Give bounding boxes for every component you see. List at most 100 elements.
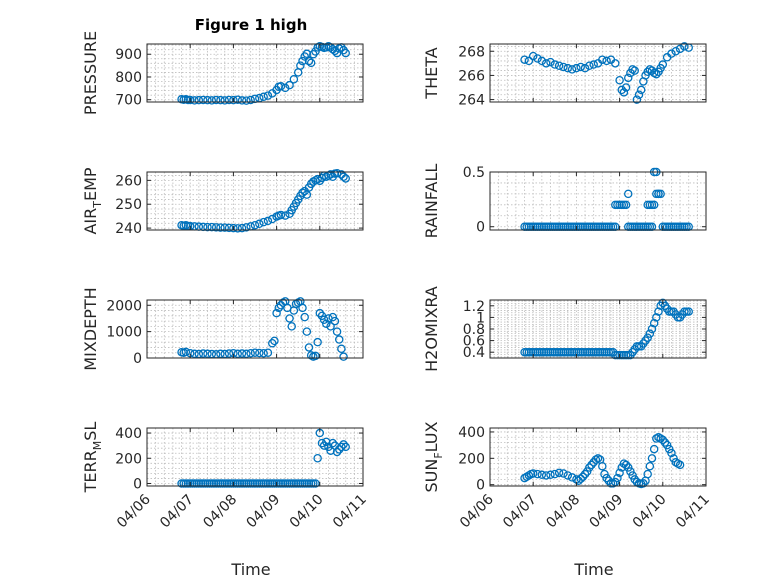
data-point (224, 95, 234, 105)
data-point (652, 69, 661, 79)
data-point (259, 349, 268, 358)
data-point (658, 60, 668, 69)
data-point (572, 63, 581, 73)
subplot-h2omixra: 0.40.60.811.2 H2OMIXRA (422, 286, 707, 372)
y-tick-label: 240 (115, 221, 142, 237)
data-point (190, 349, 199, 359)
data-point (567, 473, 577, 482)
y-tick-label: 0 (133, 476, 142, 492)
y-axis-label: AIRTEMP (81, 167, 104, 234)
data-point (645, 461, 655, 471)
data-point (632, 95, 642, 104)
data-point (259, 92, 268, 102)
subplot-sun-flux: 0 200 400 04/06 04/07 04/08 04/09 04/10 04/11 SUN… (422, 421, 713, 531)
data-point (242, 349, 251, 359)
data-point (280, 211, 290, 220)
data-point (554, 468, 564, 478)
data-point (684, 307, 693, 316)
data-point (220, 223, 230, 232)
data-point (647, 324, 657, 334)
y-tick-label: 2000 (106, 298, 142, 314)
y-tick-label: 0.8 (463, 322, 485, 338)
data-point (567, 65, 577, 74)
subplot-pressure: 700 800 900 PRESSURE (81, 31, 364, 115)
data-point (268, 338, 277, 348)
data-point (246, 95, 255, 105)
data-point (658, 435, 668, 445)
data-point (339, 440, 348, 449)
data-point (675, 460, 685, 470)
data-point (541, 471, 551, 480)
data-point (546, 57, 555, 67)
data-point (272, 308, 281, 318)
data-point (181, 347, 191, 357)
data-point (194, 95, 204, 105)
data-point (328, 438, 338, 448)
data-point (675, 44, 685, 54)
data-point (546, 470, 555, 480)
data-point (233, 349, 242, 359)
data-point (334, 335, 344, 344)
data-point (185, 95, 195, 105)
data-point (580, 469, 590, 479)
x-tick-label: 04/09 (244, 492, 284, 532)
data-point (237, 96, 247, 105)
data-point (341, 174, 350, 183)
data-point (216, 95, 225, 105)
data-point (311, 479, 320, 488)
data-point (190, 96, 199, 105)
data-point (649, 200, 659, 210)
y-tick-label: 200 (115, 451, 142, 467)
data-point (263, 91, 273, 100)
data-point (598, 55, 607, 64)
data-point (587, 460, 596, 470)
y-axis-label: SUNFLUX (422, 421, 445, 492)
data-point (576, 474, 585, 483)
data-point (339, 352, 348, 361)
data-point (302, 327, 312, 336)
data-point (276, 82, 286, 91)
data-point (285, 80, 294, 90)
data-point (585, 61, 594, 71)
data-point (216, 349, 225, 359)
data-point (576, 62, 585, 72)
x-tick-label: 04/06 (457, 491, 497, 531)
y-tick-label: 800 (115, 70, 142, 86)
axes-frame (489, 427, 707, 487)
data-point (229, 95, 238, 105)
data-point (285, 314, 294, 323)
x-tick-label: 04/10 (287, 492, 327, 532)
y-axis-label: THETA (422, 47, 441, 99)
data-point (237, 349, 247, 358)
y-tick-label: 0.6 (463, 334, 485, 350)
data-point (602, 56, 611, 66)
data-point (259, 217, 268, 227)
data-point (250, 220, 260, 230)
data-point (270, 336, 279, 346)
y-axis-label: TERRMSL (81, 422, 104, 494)
data-point (237, 223, 247, 233)
data-point (533, 54, 542, 63)
data-point (203, 95, 212, 105)
axes-frame (489, 171, 707, 231)
data-point (541, 59, 551, 68)
data-point (598, 461, 607, 471)
data-point (660, 438, 670, 447)
data-point (623, 73, 633, 83)
data-point (274, 303, 284, 313)
data-point (537, 470, 547, 480)
data-point (578, 472, 588, 482)
x-tick-label: 04/07 (500, 492, 540, 532)
y-tick-label: 250 (115, 197, 142, 213)
data-point (211, 95, 221, 105)
data-point (224, 223, 234, 233)
data-point (621, 200, 631, 210)
x-tick-label: 04/11 (330, 492, 370, 532)
data-point (611, 59, 620, 68)
y-tick-label: 0 (476, 478, 485, 494)
x-tick-label: 04/08 (200, 492, 240, 532)
data-point (302, 49, 312, 59)
data-point (639, 479, 648, 488)
data-point (602, 473, 611, 483)
